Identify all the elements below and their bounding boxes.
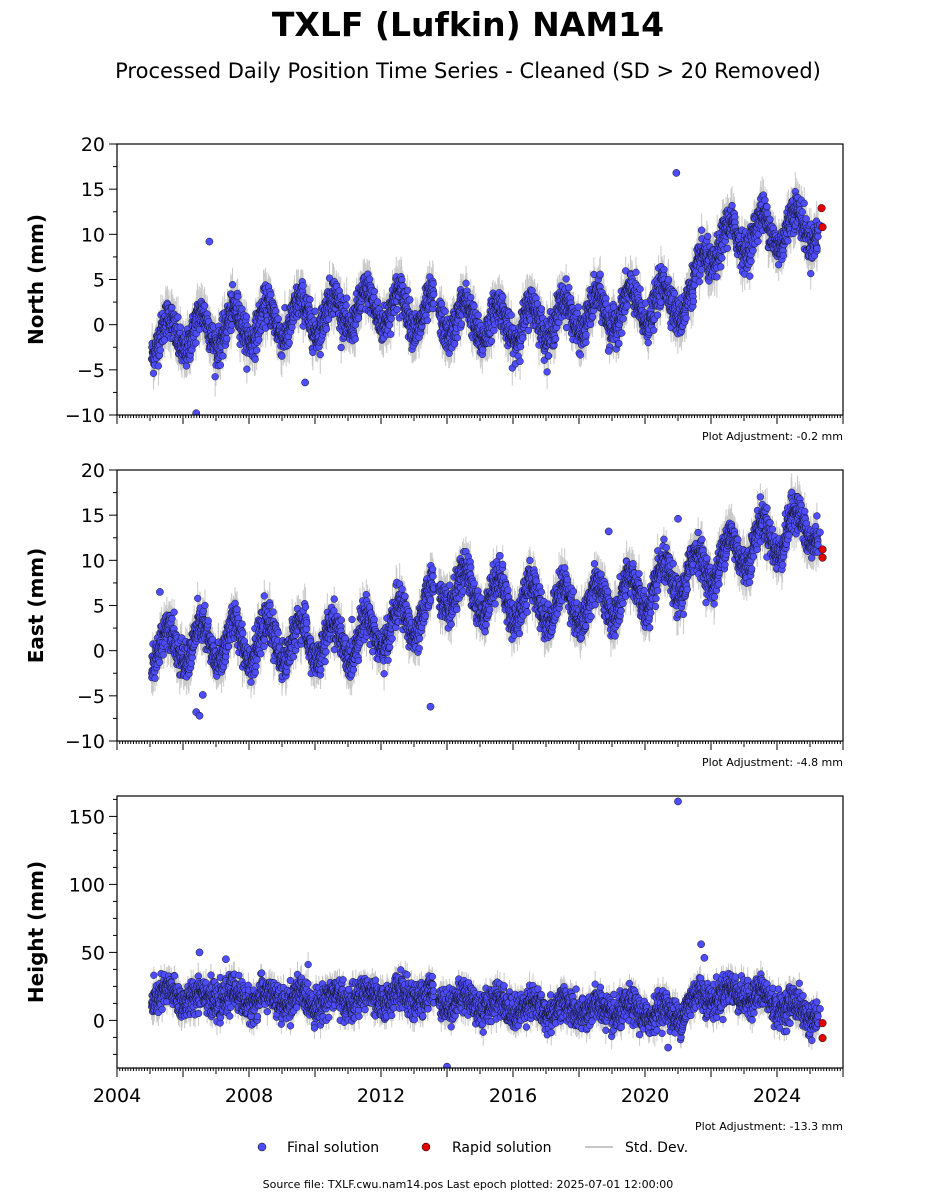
final-solution-point bbox=[234, 292, 242, 301]
plot-area bbox=[148, 169, 827, 415]
final-solution-point bbox=[354, 314, 363, 322]
final-points bbox=[148, 169, 824, 415]
final-solution-point bbox=[251, 355, 259, 363]
final-solution-point bbox=[253, 346, 261, 354]
final-solution-point bbox=[154, 362, 162, 370]
chart-title: TXLF (Lufkin) NAM14 bbox=[272, 5, 664, 44]
final-solution-point bbox=[242, 313, 251, 321]
final-solution-point bbox=[322, 325, 331, 333]
final-solution-point bbox=[156, 346, 164, 354]
final-solution-point bbox=[373, 298, 382, 306]
final-solution-point bbox=[228, 281, 237, 289]
final-solution-point bbox=[168, 304, 176, 312]
final-solution-point bbox=[311, 307, 319, 315]
final-solution-point bbox=[238, 305, 246, 313]
final-solution-point bbox=[343, 294, 351, 302]
final-solution-point bbox=[365, 275, 374, 283]
final-solution-point bbox=[216, 361, 224, 369]
chart-subtitle: Processed Daily Position Time Series - C… bbox=[115, 59, 821, 83]
final-solution-point bbox=[299, 282, 307, 290]
final-solution-point bbox=[149, 369, 158, 377]
final-solution-point bbox=[243, 365, 251, 373]
final-solution-point bbox=[306, 295, 314, 304]
final-solution-point bbox=[176, 323, 184, 331]
final-solution-point bbox=[192, 339, 200, 347]
final-solution-point bbox=[309, 348, 317, 357]
final-solution-point bbox=[370, 287, 378, 296]
final-solution-point bbox=[200, 302, 209, 310]
final-solution-point bbox=[278, 352, 286, 360]
std-dev-bars bbox=[151, 171, 819, 397]
final-solution-point bbox=[223, 334, 231, 343]
final-solution-point bbox=[219, 352, 227, 360]
final-solution-point bbox=[285, 339, 293, 347]
final-solution-point bbox=[387, 314, 395, 323]
final-solution-point bbox=[337, 343, 345, 352]
final-solution-point bbox=[267, 290, 275, 299]
final-solution-point bbox=[342, 301, 350, 309]
final-solution-point bbox=[274, 315, 282, 323]
final-solution-point bbox=[385, 321, 393, 329]
final-solution-point bbox=[387, 330, 395, 338]
final-solution-point bbox=[316, 350, 324, 359]
final-solution-point bbox=[255, 336, 263, 344]
final-solution-point bbox=[182, 362, 191, 370]
final-solution-point bbox=[211, 373, 219, 381]
final-solution-point bbox=[351, 335, 359, 343]
final-solution-point bbox=[174, 313, 182, 321]
